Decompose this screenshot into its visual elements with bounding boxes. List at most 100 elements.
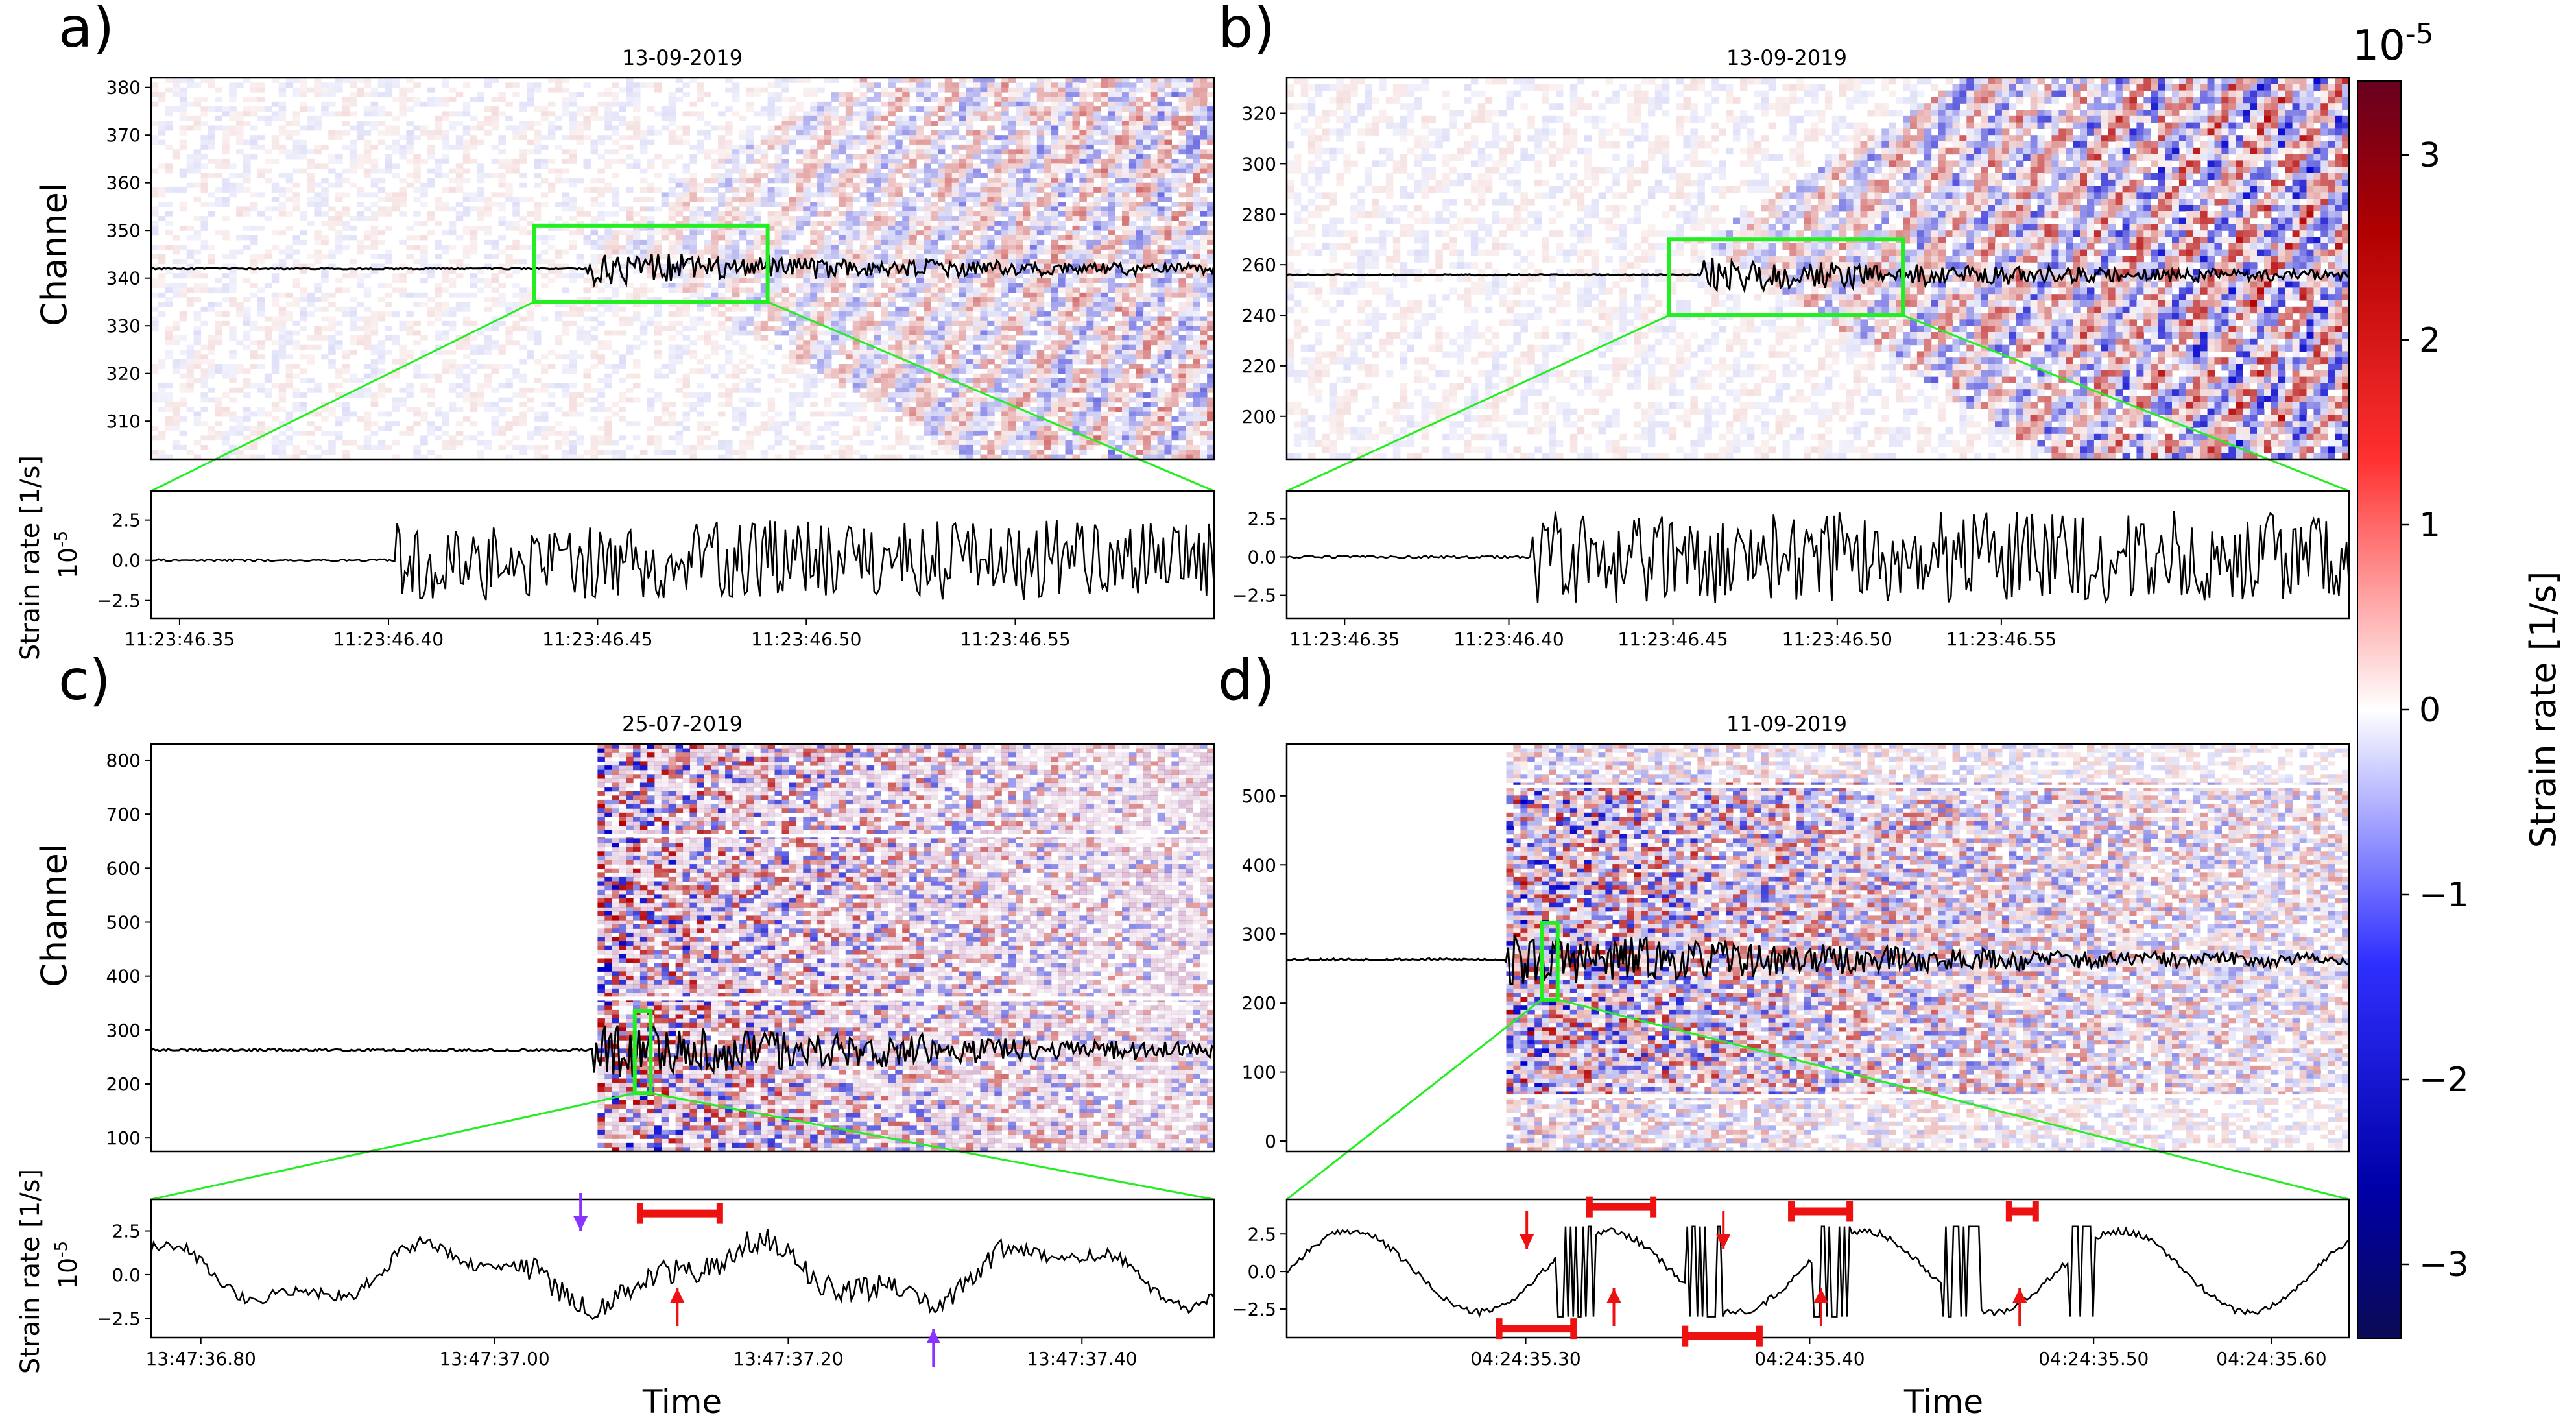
heatmap-cell — [151, 426, 159, 431]
heatmap-cell — [250, 126, 258, 131]
heatmap-cell — [229, 254, 237, 259]
heatmap-cell — [314, 345, 322, 350]
heatmap-cell — [180, 145, 187, 150]
heatmap-cell — [236, 426, 244, 431]
heatmap-cell — [173, 88, 180, 93]
heatmap-cell — [335, 235, 343, 241]
heatmap-cell — [272, 111, 280, 116]
heatmap-cell — [173, 326, 180, 331]
heatmap-cell — [293, 88, 301, 93]
heatmap-cell — [173, 421, 180, 426]
heatmap-cell — [257, 340, 265, 345]
heatmap-cell — [272, 435, 280, 440]
heatmap-cell — [194, 235, 202, 241]
heatmap-cell — [342, 311, 350, 317]
heatmap-cell — [222, 407, 230, 412]
heatmap-cell — [173, 426, 180, 431]
heatmap-cell — [250, 293, 258, 298]
heatmap-cell — [201, 178, 209, 183]
heatmap-cell — [286, 250, 294, 255]
xlabel-c: Time — [642, 1383, 722, 1420]
heatmap-cell — [187, 273, 195, 278]
heatmap-cell — [293, 92, 301, 97]
heatmap-cell — [194, 126, 202, 131]
heatmap-cell — [208, 192, 215, 197]
heatmap-cell — [314, 197, 322, 202]
heatmap-cell — [173, 293, 180, 298]
heatmap-cell — [335, 178, 343, 183]
heatmap-cell — [293, 321, 301, 326]
heatmap-cell — [194, 97, 202, 102]
heatmap-cell — [257, 192, 265, 197]
heatmap-cell — [165, 354, 173, 359]
heatmap-cell — [173, 82, 180, 88]
heatmap-cell — [151, 187, 159, 193]
heatmap-cell — [272, 302, 280, 307]
heatmap-cell — [272, 350, 280, 355]
heatmap-cell — [151, 169, 159, 174]
heatmap-cell — [293, 240, 301, 245]
heatmap-cell — [173, 287, 180, 293]
heatmap-cell — [151, 192, 159, 197]
heatmap-cell — [328, 388, 336, 393]
heatmap-cell — [151, 326, 159, 331]
heatmap-cell — [321, 82, 329, 88]
heatmap-cell — [236, 416, 244, 422]
heatmap-cell — [165, 111, 173, 116]
heatmap-cell — [173, 245, 180, 250]
heatmap-cell — [300, 102, 308, 107]
heatmap-cell — [229, 426, 237, 431]
heatmap-cell — [194, 416, 202, 422]
heatmap-cell — [194, 82, 202, 88]
heatmap-cell — [272, 383, 280, 388]
heatmap-cell — [173, 364, 180, 369]
heatmap-cell — [180, 116, 187, 121]
heatmap-cell — [151, 102, 159, 107]
heatmap-cell — [300, 240, 308, 245]
heatmap-cell — [328, 440, 336, 446]
heatmap-cell — [286, 435, 294, 440]
heatmap-cell — [208, 130, 215, 136]
heatmap-cell — [201, 135, 209, 140]
heatmap-cell — [350, 145, 357, 150]
heatmap-cell — [208, 388, 215, 393]
heatmap-cell — [243, 335, 251, 341]
heatmap-cell — [307, 183, 315, 188]
heatmap-cell — [215, 364, 222, 369]
heatmap-cell — [151, 293, 159, 298]
heatmap-cell — [180, 350, 187, 355]
heatmap-cell — [265, 326, 272, 331]
heatmap-cell — [194, 169, 202, 174]
heatmap-cell — [342, 273, 350, 278]
heatmap-cell — [335, 197, 343, 202]
heatmap-cell — [243, 331, 251, 336]
heatmap-cell — [194, 287, 202, 293]
heatmap-cell — [335, 230, 343, 235]
title-c: 25-07-2019 — [622, 712, 743, 736]
heatmap-cell — [173, 273, 180, 278]
heatmap-cell — [342, 245, 350, 250]
heatmap-cell — [236, 82, 244, 88]
heatmap-cell — [314, 287, 322, 293]
heatmap-cell — [208, 126, 215, 131]
heatmap-cell — [300, 126, 308, 131]
heatmap-cell — [151, 435, 159, 440]
heatmap-cell — [180, 388, 187, 393]
heatmap-cell — [342, 440, 350, 446]
heatmap-cell — [151, 278, 159, 283]
heatmap-cell — [222, 106, 230, 112]
heatmap-cell — [293, 364, 301, 369]
heatmap-cell — [250, 111, 258, 116]
heatmap-cell — [229, 82, 237, 88]
heatmap-cell — [321, 197, 329, 202]
heatmap-cell — [194, 250, 202, 255]
heatmap-cell — [293, 388, 301, 393]
heatmap-cell — [328, 412, 336, 417]
heatmap-cell — [151, 245, 159, 250]
heatmap-cell — [300, 345, 308, 350]
heatmap-cell — [173, 154, 180, 160]
heatmap-cell — [335, 111, 343, 116]
heatmap-cell — [335, 245, 343, 250]
heatmap-cell — [208, 359, 215, 365]
heatmap-cell — [208, 287, 215, 293]
